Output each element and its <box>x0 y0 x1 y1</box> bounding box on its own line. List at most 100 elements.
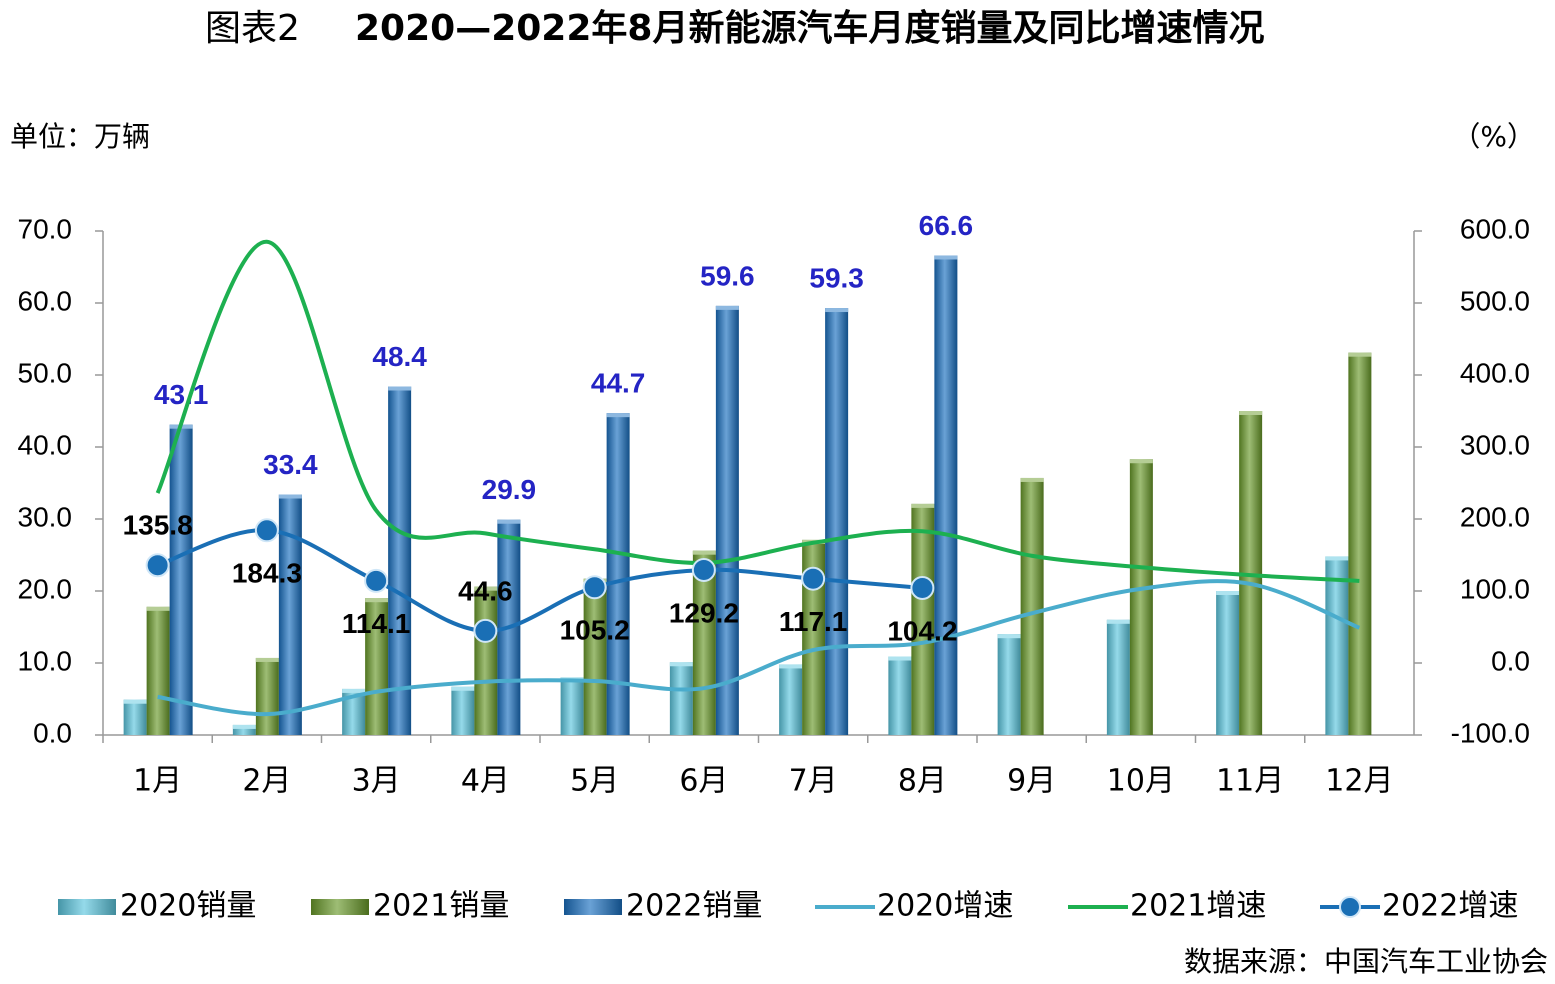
legend-label: 2020销量 <box>120 889 256 924</box>
figure-label: 图表2 <box>205 8 300 49</box>
bar <box>911 503 935 735</box>
data-label: 29.9 <box>482 474 537 505</box>
bar <box>388 386 412 735</box>
bar-cap <box>451 686 475 691</box>
marker <box>582 575 607 600</box>
bar-cap <box>1325 556 1349 561</box>
line <box>157 579 1361 717</box>
y2-tick-label: 200.0 <box>1460 501 1530 532</box>
y2-tick-label: -100.0 <box>1451 717 1530 748</box>
bar <box>169 424 193 735</box>
data-label: 48.4 <box>372 341 427 372</box>
data-label: 44.7 <box>591 368 646 399</box>
legend-swatch <box>311 899 369 915</box>
source: 数据来源：中国汽车工业协会 <box>1184 945 1548 978</box>
data-label: 129.2 <box>669 597 739 628</box>
bar <box>583 578 607 735</box>
data-label: 135.8 <box>123 510 193 541</box>
marker <box>691 557 716 582</box>
bar <box>451 686 475 735</box>
y2-unit: （%） <box>1452 120 1535 153</box>
data-label: 104.2 <box>887 615 957 646</box>
x-tick-label: 1月 <box>133 764 182 799</box>
bar <box>715 305 739 735</box>
bar <box>1348 352 1372 735</box>
x-tick-label: 3月 <box>352 764 401 799</box>
bar-cap <box>715 305 739 310</box>
bar-cap <box>1216 591 1240 595</box>
marker <box>910 575 935 600</box>
marker <box>364 568 389 593</box>
data-label: 59.3 <box>809 262 864 293</box>
y2-tick-label: 0.0 <box>1491 645 1530 676</box>
legend-label: 2020增速 <box>877 889 1013 924</box>
y-tick-label: 50.0 <box>18 357 73 388</box>
bar <box>779 664 803 735</box>
y-tick-label: 60.0 <box>18 285 73 316</box>
data-label: 59.6 <box>700 260 755 291</box>
bar <box>1216 591 1240 735</box>
y-tick-label: 70.0 <box>18 213 73 244</box>
data-label: 105.2 <box>560 615 630 646</box>
bar-cap <box>911 503 935 508</box>
x-tick-label: 12月 <box>1325 764 1393 799</box>
bar-cap <box>342 688 366 693</box>
x-tick-label: 2月 <box>242 764 291 799</box>
chart-title: 2020—2022年8月新能源汽车月度销量及同比增速情况 <box>355 8 1264 49</box>
y-tick-label: 30.0 <box>18 501 73 532</box>
bar <box>560 677 584 735</box>
bar-cap <box>278 494 302 499</box>
bar-cap <box>123 699 147 704</box>
x-tick-label: 8月 <box>898 764 947 799</box>
bar-cap <box>365 598 389 603</box>
bar-cap <box>1348 352 1372 357</box>
x-tick-label: 11月 <box>1216 764 1284 799</box>
bar <box>669 662 693 735</box>
y2-tick-label: 400.0 <box>1460 357 1530 388</box>
marker <box>801 566 826 591</box>
bar-cap <box>1129 459 1153 464</box>
x-tick-label: 6月 <box>679 764 728 799</box>
y2-tick-label: 600.0 <box>1460 213 1530 244</box>
bar <box>997 634 1021 735</box>
y-tick-label: 20.0 <box>18 573 73 604</box>
bar-cap <box>606 413 630 418</box>
bar-cap <box>825 308 849 313</box>
legend-label: 2022增速 <box>1382 889 1518 924</box>
bar <box>232 724 256 735</box>
x-tick-label: 4月 <box>461 764 510 799</box>
bar <box>146 606 170 735</box>
x-tick-label: 10月 <box>1107 764 1175 799</box>
bar-cap <box>934 255 958 260</box>
bar <box>255 657 279 735</box>
y2-tick-label: 300.0 <box>1460 429 1530 460</box>
bar <box>934 255 958 736</box>
bar <box>474 586 498 735</box>
bar-cap <box>232 724 256 729</box>
line <box>156 528 923 633</box>
bar-cap <box>997 634 1021 639</box>
bar <box>1239 411 1263 735</box>
line <box>155 239 1360 583</box>
bar-cap <box>888 656 912 661</box>
y-unit: 单位：万辆 <box>10 120 150 153</box>
legend-swatch <box>564 899 622 915</box>
bar <box>888 656 912 735</box>
x-tick-label: 9月 <box>1007 764 1056 799</box>
bar <box>825 308 849 735</box>
bar-cap <box>1239 411 1263 415</box>
y-tick-label: 0.0 <box>33 717 72 748</box>
x-tick-label: 7月 <box>789 764 838 799</box>
marker <box>145 553 170 578</box>
bar <box>606 413 630 735</box>
legend-marker <box>1339 896 1361 918</box>
data-label: 66.6 <box>919 210 974 241</box>
bar-cap <box>692 550 716 555</box>
bar <box>278 494 302 735</box>
marker <box>473 618 498 643</box>
marker <box>254 518 279 543</box>
data-label: 33.4 <box>263 449 318 480</box>
y2-tick-label: 500.0 <box>1460 285 1530 316</box>
legend-label: 2022销量 <box>626 889 762 924</box>
